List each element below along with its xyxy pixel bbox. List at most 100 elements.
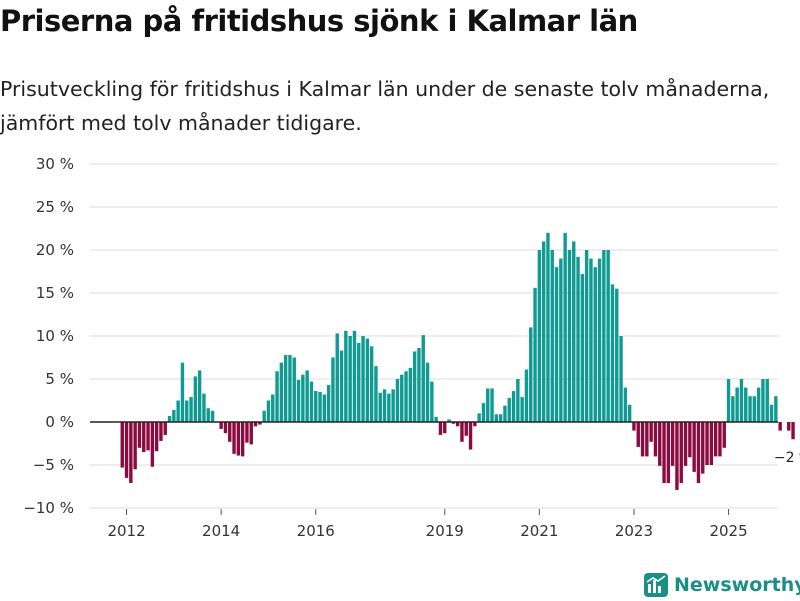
bar-negative — [443, 422, 447, 434]
y-tick-label: −10 % — [23, 499, 74, 517]
bar-positive — [176, 400, 180, 422]
bar-negative — [228, 422, 232, 442]
bar-positive — [288, 354, 292, 422]
gridlines — [90, 163, 778, 509]
bar-negative — [649, 422, 653, 442]
bar-negative — [236, 422, 241, 456]
bar-negative — [451, 422, 456, 424]
y-tick-label: 5 % — [45, 370, 74, 388]
bar-positive — [197, 370, 202, 422]
bar-negative — [705, 422, 709, 465]
y-tick-label: −5 % — [33, 456, 74, 474]
bar-positive — [322, 394, 327, 422]
bar-negative — [249, 422, 253, 445]
bar-positive — [589, 258, 593, 422]
bar-negative — [163, 422, 167, 435]
bar-positive — [352, 330, 357, 422]
bar-negative — [129, 422, 133, 484]
annotations: −2 % — [774, 450, 800, 466]
bar-positive — [726, 379, 731, 422]
bar-negative — [464, 422, 468, 436]
bar-negative — [142, 422, 146, 453]
bar-positive — [266, 400, 271, 422]
bar-negative — [718, 422, 722, 457]
bar-positive — [344, 330, 348, 422]
bar-positive — [744, 387, 748, 422]
bar-positive — [210, 410, 215, 422]
bar-positive — [326, 385, 331, 422]
bar-positive — [292, 357, 296, 422]
bar-negative — [223, 422, 228, 434]
bar-negative — [219, 422, 223, 429]
bar-positive — [271, 394, 275, 422]
x-tick-label: 2025 — [709, 522, 747, 540]
bar-negative — [455, 422, 460, 427]
bar-negative — [713, 422, 718, 457]
bar-positive — [615, 288, 619, 422]
bar-positive — [529, 327, 533, 422]
x-tick-label: 2012 — [107, 522, 145, 540]
bar-positive — [365, 338, 370, 422]
bar-positive — [606, 250, 610, 422]
bar-positive — [348, 336, 352, 422]
bar-positive — [481, 403, 486, 422]
bar-positive — [597, 258, 602, 422]
bar-positive — [404, 371, 408, 422]
x-tick-label: 2014 — [202, 522, 240, 540]
bar-negative — [438, 422, 443, 435]
bar-negative — [675, 422, 679, 490]
bar-positive — [387, 393, 391, 422]
bar-positive — [546, 232, 550, 422]
bar-positive — [167, 415, 172, 422]
bar-positive — [430, 381, 434, 422]
bar-negative — [636, 422, 640, 447]
bar-positive — [490, 388, 494, 422]
bar-negative — [640, 422, 645, 457]
chart-subtitle: Prisutveckling för fritidshus i Kalmar l… — [0, 77, 770, 135]
bar-negative — [240, 422, 245, 457]
bar-negative — [146, 422, 150, 451]
bar-positive — [769, 404, 774, 422]
bar-positive — [541, 241, 546, 422]
bar-positive — [202, 393, 206, 422]
brand-name: Newsworthy — [674, 574, 800, 596]
bar-positive — [563, 232, 567, 422]
bar-negative — [645, 422, 649, 457]
bar-positive — [507, 397, 511, 422]
bar-positive — [739, 379, 744, 422]
bar-positive — [296, 379, 301, 422]
y-tick-label: 10 % — [36, 327, 74, 345]
bar-positive — [391, 389, 395, 422]
bar-positive — [511, 391, 516, 422]
bar-positive — [735, 387, 739, 422]
bar-positive — [408, 367, 413, 422]
bar-positive — [756, 387, 761, 422]
bar-negative — [253, 422, 258, 427]
bar-positive — [533, 287, 537, 422]
bar-positive — [374, 366, 378, 422]
bar-positive — [275, 371, 279, 422]
y-tick-label: 25 % — [36, 198, 74, 216]
bar-negative — [124, 422, 129, 478]
bar-positive — [524, 369, 529, 422]
bar-negative — [653, 422, 658, 457]
bar-negative — [662, 422, 666, 484]
bar-negative — [688, 422, 692, 458]
last-value-label: −2 % — [774, 450, 800, 466]
bar-positive — [752, 396, 757, 422]
bar-positive — [584, 250, 589, 422]
bar-negative — [791, 422, 795, 440]
bar-positive — [378, 392, 382, 422]
bar-negative — [258, 422, 262, 425]
x-axis: 2012 2014 2016 2019 2021 2023 2025 — [107, 509, 748, 540]
bar-positive — [559, 258, 563, 422]
bar-positive — [623, 387, 628, 422]
bar-positive — [335, 333, 339, 422]
bar-positive — [189, 397, 193, 422]
bar-positive — [627, 404, 632, 422]
y-axis: 30 % 25 % 20 % 15 % 10 % 5 % 0 % −5 % −10 % — [23, 155, 74, 517]
bar-negative — [468, 422, 473, 450]
x-tick-label: 2023 — [615, 522, 653, 540]
bar-positive — [331, 357, 335, 422]
